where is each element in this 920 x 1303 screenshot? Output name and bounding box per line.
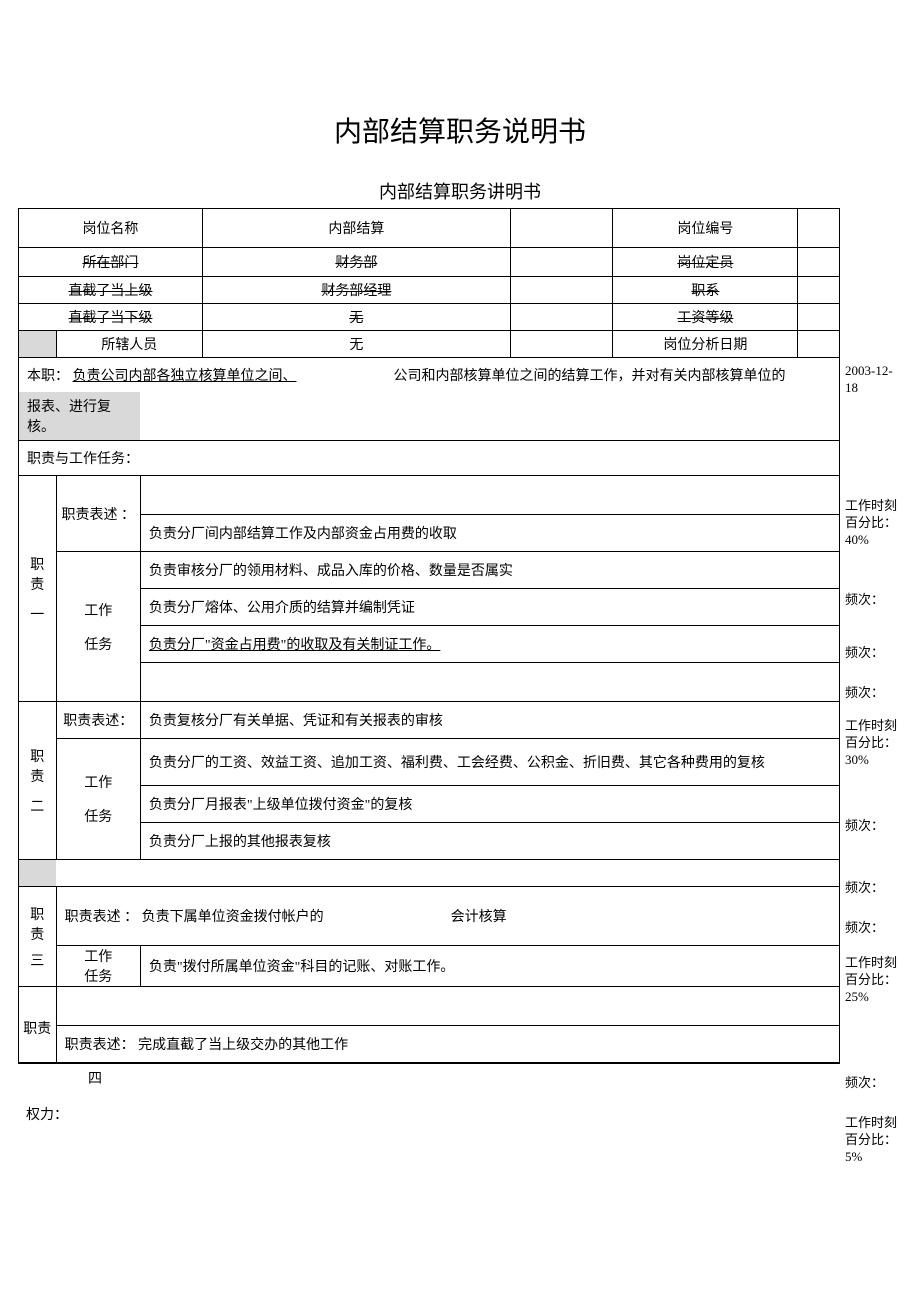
blank-cell: [798, 248, 840, 277]
blank-cell: [510, 277, 613, 304]
duty1-desc: 负责分厂间内部结算工作及内部资金占用费的收取: [140, 515, 839, 552]
main-duty-2: 报表、进行复核。: [27, 400, 111, 435]
duty2-t2: 负责分厂月报表"上级单位拨付资金"的复核: [140, 786, 839, 823]
blank-cell: [140, 476, 839, 515]
blank-cell: [798, 331, 840, 358]
side-freq-3: 频次：: [845, 685, 884, 702]
lbl-date: 岗位分析日期: [613, 331, 798, 358]
side-freq-6: 频次：: [845, 920, 884, 937]
val-dept: 财务部: [202, 248, 510, 277]
side-freq-7: 频次：: [845, 1075, 884, 1092]
duty1-t3: 负责分厂"资金占用费"的收取及有关制证工作。: [140, 626, 839, 663]
val-staff: 无: [202, 331, 510, 358]
blank-cell: [510, 248, 613, 277]
duty4-label-a: 职责: [19, 987, 57, 1063]
duty4-desc: 完成直截了当上级交办的其他工作: [138, 1038, 348, 1053]
side-pct3-label: 工作时刻百分比：25%: [845, 955, 900, 1006]
lbl-series: 职系: [613, 277, 798, 304]
blank-cell: [56, 860, 839, 887]
main-duty-row2b: [140, 392, 839, 441]
duty4-desc-label: 职责表述：: [65, 1038, 135, 1053]
val-sup: 财务部经理: [202, 277, 510, 304]
duty4-desc-row: 职责表述： 完成直截了当上级交办的其他工作: [56, 1026, 839, 1063]
duty3-desc-row: 职责表述 ： 负责下属单位资金拨付帐户的 会计核算: [56, 887, 839, 946]
duty1-desc-label: 职责表述 ：: [56, 476, 140, 552]
val-sub: 无: [202, 304, 510, 331]
duty2-label: 职 责 二: [19, 702, 57, 860]
lbl-post-name: 岗位名称: [19, 209, 203, 248]
title-main: 内部结算职务说明书: [0, 0, 920, 150]
duties-label: 职责与工作任务：: [19, 441, 840, 476]
duty1-label: 职 责 一: [19, 476, 57, 702]
lbl-sup: 直截了当上级: [19, 277, 203, 304]
side-freq-1: 频次：: [845, 592, 884, 609]
duty2-task-label: 工作 任务: [56, 739, 140, 860]
side-pct4-label: 工作时刻百分比：5%: [845, 1115, 900, 1166]
side-pct1-label: 工作时刻百分比：40%: [845, 498, 900, 549]
duty2-t3: 负责分厂上报的其他报表复核: [140, 823, 839, 860]
gray-cell: [19, 331, 57, 358]
side-freq-2: 频次：: [845, 645, 884, 662]
duty1-t2: 负责分厂熔体、公用介质的结算并编制凭证: [140, 589, 839, 626]
duty4-label-b: 四: [88, 1068, 840, 1088]
duty2-desc-label: 职责表述：: [56, 702, 140, 739]
lbl-sub: 直截了当下级: [19, 304, 203, 331]
blank-cell: [510, 331, 613, 358]
main-duty-row2a: 报表、进行复核。: [19, 392, 141, 441]
duty1-t1: 负责审核分厂的领用材料、成品入库的价格、数量是否属实: [140, 552, 839, 589]
blank-cell: [140, 663, 839, 702]
duty3-task-label: 工作 任务: [56, 946, 140, 987]
side-date: 2003-12-18: [845, 363, 895, 397]
main-table-wrap: 岗位名称 内部结算 岗位编号 所在部门 财务部 岗位定员 直截了当上级 财务部经…: [18, 208, 840, 1124]
lbl-post-no: 岗位编号: [613, 209, 798, 248]
main-duty-1b: 公司和内部核算单位之间的结算工作，并对有关内部核算单位的: [394, 369, 786, 384]
duty2-t1: 负责分厂的工资、效益工资、追加工资、福利费、工会经费、公积金、折旧费、其它各种费…: [140, 739, 839, 786]
main-duty-row1: 本职： 负责公司内部各独立核算单位之间、 公司和内部核算单位之间的结算工作，并对…: [19, 358, 840, 393]
blank-cell: [510, 209, 613, 248]
duty3-t1: 负责"拨付所属单位资金"科目的记账、对账工作。: [140, 946, 839, 987]
side-freq-4: 频次：: [845, 818, 884, 835]
lbl-main-duty: 本职：: [27, 369, 69, 384]
main-table: 岗位名称 内部结算 岗位编号 所在部门 财务部 岗位定员 直截了当上级 财务部经…: [18, 208, 840, 1064]
lbl-wage: 工资等级: [613, 304, 798, 331]
duty3-desc-b: 会计核算: [451, 910, 507, 925]
gray-cell: [19, 860, 57, 887]
lbl-staff: 所辖人员: [56, 331, 202, 358]
side-pct2-label: 工作时刻百分比：30%: [845, 718, 900, 769]
main-duty-1a: 负责公司内部各独立核算单位之间、: [73, 369, 297, 384]
lbl-quota: 岗位定员: [613, 248, 798, 277]
blank-cell: [798, 209, 840, 248]
blank-cell: [510, 304, 613, 331]
duty2-desc: 负责复核分厂有关单据、凭证和有关报表的审核: [140, 702, 839, 739]
title-sub: 内部结算职务讲明书: [0, 178, 920, 204]
duty3-desc-a: 负责下属单位资金拨付帐户的: [142, 910, 324, 925]
duty1-task-label: 工作 任务: [56, 552, 140, 702]
blank-cell: [56, 987, 839, 1026]
lbl-dept: 所在部门: [19, 248, 203, 277]
duty3-label: 职 责 三: [19, 887, 57, 987]
blank-cell: [798, 277, 840, 304]
val-post-name: 内部结算: [202, 209, 510, 248]
side-freq-5: 频次：: [845, 880, 884, 897]
document-page: 内部结算职务说明书 内部结算职务讲明书 岗位名称 内部结算 岗位编号 所在部门 …: [0, 0, 920, 1303]
power-label: 权力：: [26, 1104, 840, 1124]
blank-cell: [798, 304, 840, 331]
duty3-desc-label: 职责表述 ：: [65, 910, 139, 925]
